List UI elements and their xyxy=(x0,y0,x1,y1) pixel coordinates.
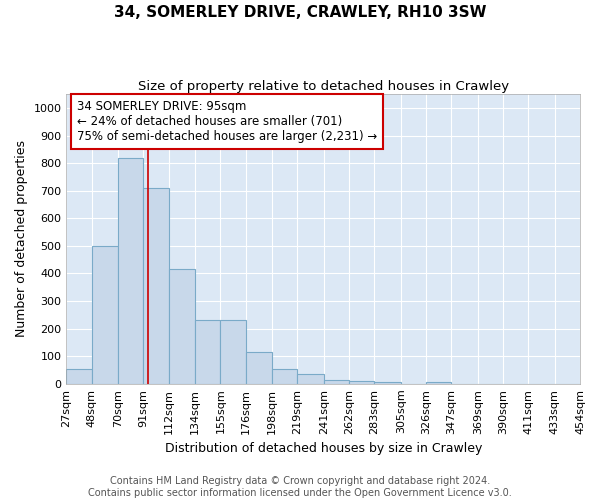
Bar xyxy=(195,320,220,384)
Bar xyxy=(92,246,118,384)
Text: Contains HM Land Registry data © Crown copyright and database right 2024.
Contai: Contains HM Land Registry data © Crown c… xyxy=(88,476,512,498)
Bar xyxy=(349,381,374,384)
Bar xyxy=(220,320,245,384)
Bar xyxy=(374,382,401,384)
Bar xyxy=(245,352,272,384)
Text: 34 SOMERLEY DRIVE: 95sqm
← 24% of detached houses are smaller (701)
75% of semi-: 34 SOMERLEY DRIVE: 95sqm ← 24% of detach… xyxy=(77,100,377,143)
Bar xyxy=(272,368,298,384)
Bar xyxy=(143,188,169,384)
Bar xyxy=(169,270,195,384)
Text: 34, SOMERLEY DRIVE, CRAWLEY, RH10 3SW: 34, SOMERLEY DRIVE, CRAWLEY, RH10 3SW xyxy=(114,5,486,20)
X-axis label: Distribution of detached houses by size in Crawley: Distribution of detached houses by size … xyxy=(164,442,482,455)
Bar xyxy=(118,158,143,384)
Bar xyxy=(298,374,324,384)
Bar xyxy=(324,380,349,384)
Title: Size of property relative to detached houses in Crawley: Size of property relative to detached ho… xyxy=(137,80,509,93)
Bar xyxy=(426,382,451,384)
Y-axis label: Number of detached properties: Number of detached properties xyxy=(15,140,28,338)
Bar xyxy=(67,368,92,384)
